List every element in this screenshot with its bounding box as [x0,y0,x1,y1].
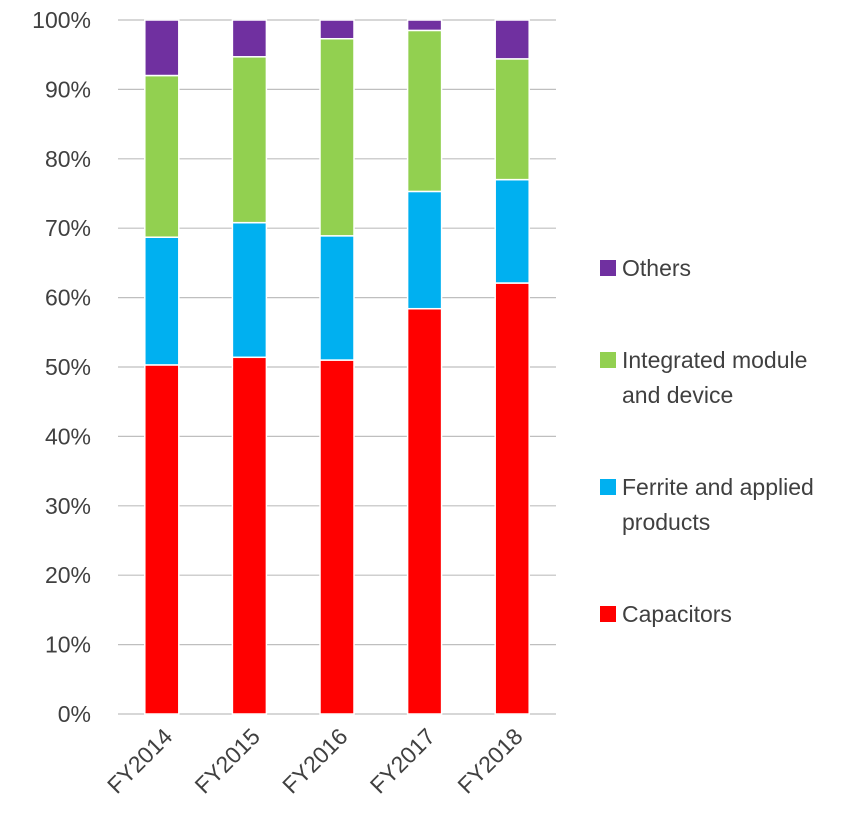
bar-stack-fy2014 [144,19,180,715]
x-tick-label: FY2017 [365,723,440,798]
legend-swatch [600,479,616,495]
legend-label: products [622,509,710,535]
legend-label: Ferrite and applied [622,474,814,500]
bar-segment-others-fy2017 [406,19,443,32]
y-tick-label: 80% [45,146,91,172]
x-tick-label: FY2016 [277,723,352,798]
bar-stack-fy2017 [406,19,443,715]
bar-segment-integrated-module-and-device-fy2014 [144,74,180,238]
y-tick-label: 90% [45,76,91,102]
y-tick-label: 50% [45,354,91,380]
bar-segment-integrated-module-and-device-fy2018 [494,58,530,181]
bar-segment-capacitors-fy2014 [144,364,180,715]
x-tick-label: FY2014 [102,723,177,798]
bar-segment-ferrite-and-applied-products-fy2014 [144,236,180,366]
bar-segment-others-fy2018 [494,19,530,60]
bar-segment-ferrite-and-applied-products-fy2016 [319,235,355,361]
x-tick-label: FY2015 [190,723,265,798]
y-axis-tick-labels: 0% 10% 20% 30% 40% 50% 60% 70% 80% 90% 100% [32,7,91,727]
legend-label: Others [622,255,691,281]
legend-swatch [600,606,616,622]
bar-segment-capacitors-fy2016 [319,359,355,715]
x-tick-label: FY2018 [452,723,527,798]
legend-item-integrated-module-and-device: Integrated module and device [600,347,807,408]
bar-segment-integrated-module-and-device-fy2015 [231,56,268,224]
bar-segment-integrated-module-and-device-fy2016 [319,37,355,237]
legend-label: and device [622,382,733,408]
y-tick-label: 60% [45,285,91,311]
legend-swatch [600,352,616,368]
y-tick-label: 100% [32,7,91,33]
bar-segment-ferrite-and-applied-products-fy2015 [231,221,268,359]
bar-segment-others-fy2016 [319,19,355,40]
bar-stack-fy2018 [494,19,530,715]
bar-segment-ferrite-and-applied-products-fy2017 [406,190,443,310]
y-tick-label: 20% [45,562,91,588]
y-tick-label: 70% [45,215,91,241]
y-tick-label: 40% [45,423,91,449]
y-tick-label: 10% [45,632,91,658]
legend: Others Integrated module and device Ferrite… [600,255,814,627]
bar-segment-others-fy2015 [231,19,268,58]
legend-item-ferrite-and-applied-products: Ferrite and applied products [600,474,814,535]
legend-label: Capacitors [622,601,732,627]
bar-segment-integrated-module-and-device-fy2017 [406,29,443,193]
legend-item-capacitors: Capacitors [600,601,732,627]
bar-segment-others-fy2014 [144,19,180,77]
legend-label: Integrated module [622,347,807,373]
legend-swatch [600,260,616,276]
x-axis-tick-labels: FY2014 FY2015 FY2016 FY2017 FY2018 [102,723,528,798]
bar-stack-fy2015 [231,19,268,715]
bar-segment-capacitors-fy2018 [494,282,530,715]
bar-segment-capacitors-fy2015 [231,356,268,715]
bar-segment-ferrite-and-applied-products-fy2018 [494,178,530,284]
legend-item-others: Others [600,255,691,281]
y-tick-label: 30% [45,493,91,519]
y-tick-label: 0% [58,701,91,727]
bars [144,19,530,715]
bar-segment-capacitors-fy2017 [406,307,443,715]
bar-stack-fy2016 [319,19,355,715]
